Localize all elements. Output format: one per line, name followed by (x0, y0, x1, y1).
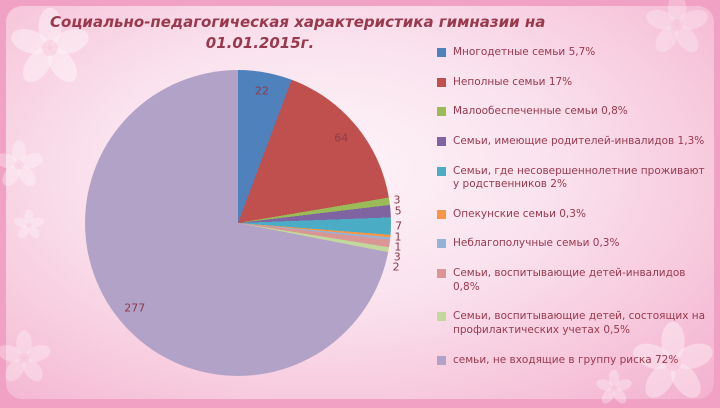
legend-item: Семьи, где несовершеннолетние проживают … (437, 165, 709, 192)
legend-label: Семьи, воспитывающие детей, состоящих на… (453, 310, 706, 337)
legend-swatch (437, 136, 446, 146)
legend-item: Опекунские семьи 0,3% (437, 208, 709, 222)
pie-chart (85, 70, 391, 376)
legend-item: Семьи, имеющие родителей-инвалидов 1,3% (437, 135, 709, 149)
legend-swatch (437, 77, 446, 87)
legend-label: Семьи, имеющие родителей-инвалидов 1,3% (453, 134, 705, 147)
page-title-line2: 01.01.2015г. (205, 34, 315, 52)
legend-swatch (437, 312, 446, 322)
legend-swatch (437, 239, 446, 249)
legend-label: Неблагополучные семьи 0,3% (453, 237, 620, 250)
legend-item: Семьи, воспитывающие детей, состоящих на… (437, 310, 709, 337)
legend-swatch (437, 355, 446, 365)
legend-label: Малообеспеченные семьи 0,8% (453, 105, 628, 118)
legend-item: Многодетные семьи 5,7% (437, 46, 709, 60)
legend-label: Неполные семьи 17% (453, 75, 573, 88)
legend-label: Семьи, воспитывающие детей-инвалидов 0,8… (453, 267, 686, 293)
legend-label: Многодетные семьи 5,7% (453, 46, 596, 58)
legend: Многодетные семьи 5,7% Неполные семьи 17%… (437, 46, 709, 367)
legend-swatch (437, 48, 446, 57)
legend-item: семьи, не входящие в группу риска 72% (437, 354, 709, 368)
legend-swatch (437, 107, 446, 117)
legend-swatch (437, 269, 446, 279)
legend-label: семьи, не входящие в группу риска 72% (453, 353, 679, 366)
legend-swatch (437, 209, 446, 219)
legend-swatch (437, 166, 446, 176)
legend-label: Семьи, где несовершеннолетние проживают … (453, 164, 705, 191)
page-title: Социально-педагогическая характеристика … (50, 12, 546, 54)
legend-item: Малообеспеченные семьи 0,8% (437, 105, 709, 119)
legend-item: Семьи, воспитывающие детей-инвалидов 0,8… (437, 267, 709, 294)
page-title-line1: Социально-педагогическая характеристика … (50, 13, 546, 31)
legend-label: Опекунские семьи 0,3% (453, 207, 586, 220)
legend-item: Неполные семьи 17% (437, 76, 709, 90)
legend-item: Неблагополучные семьи 0,3% (437, 237, 709, 251)
